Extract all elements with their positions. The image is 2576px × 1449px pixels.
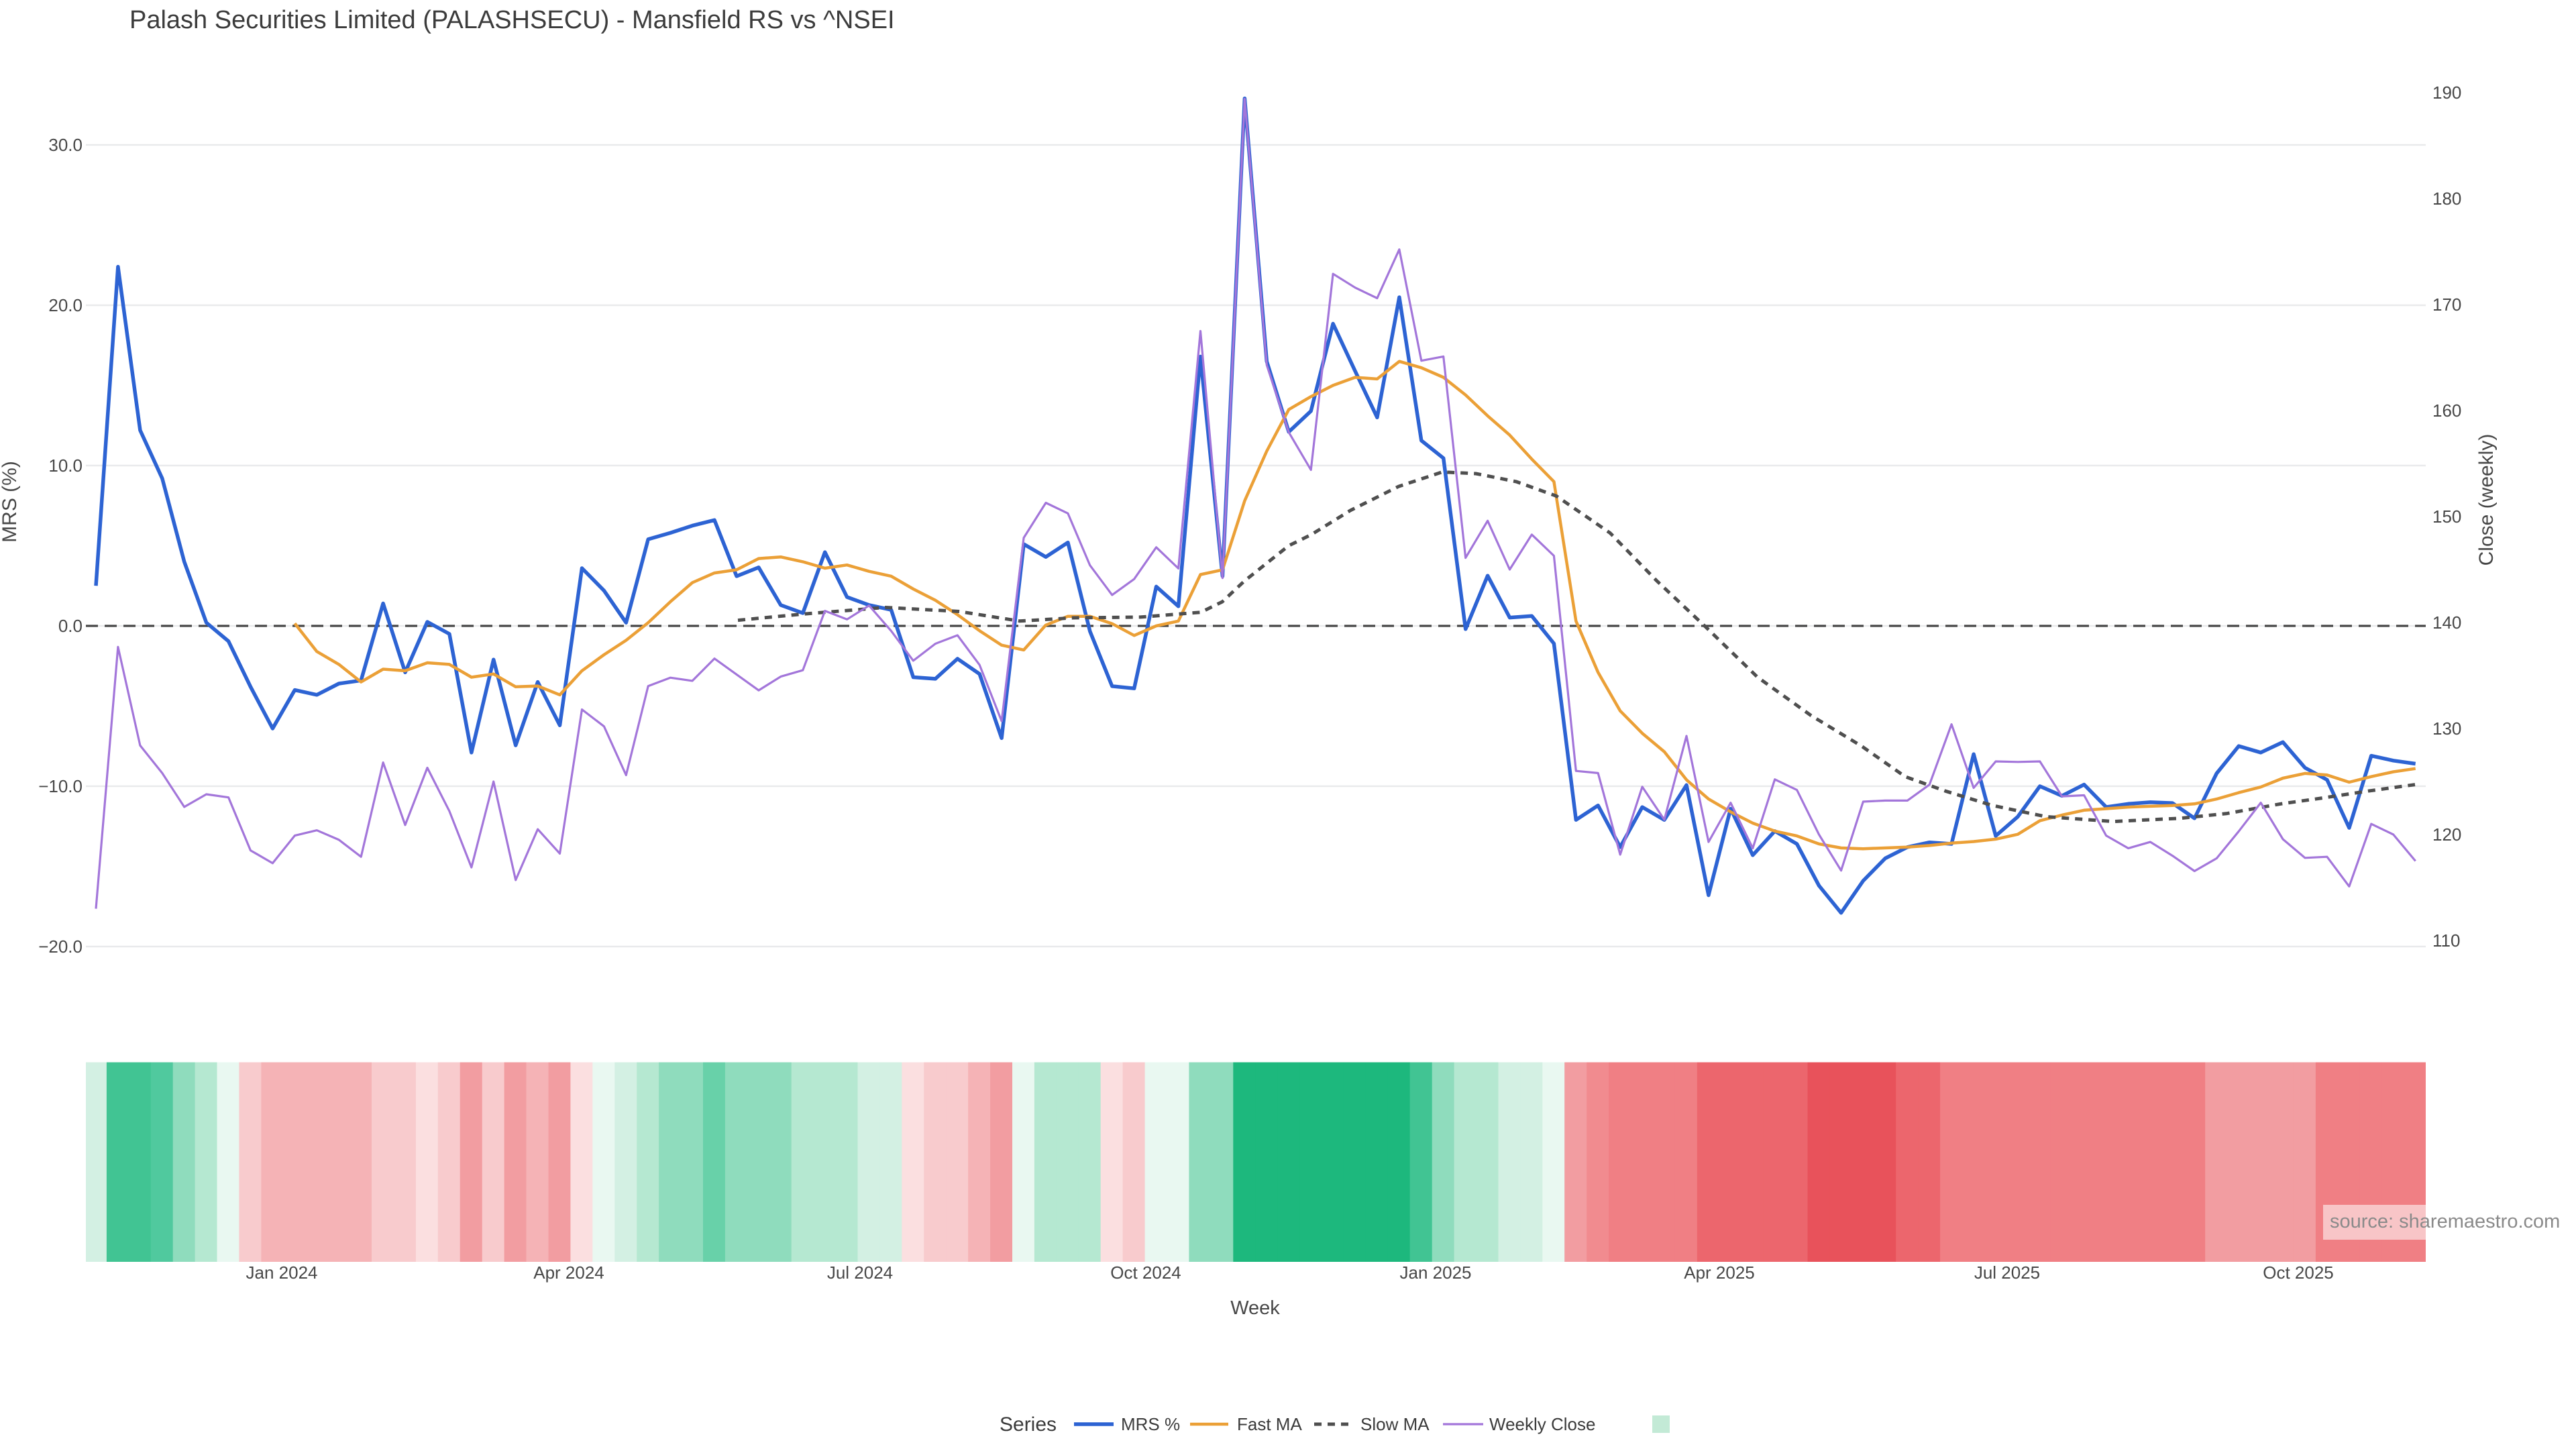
svg-text:Fast MA: Fast MA <box>1237 1414 1302 1434</box>
svg-text:Jul 2024: Jul 2024 <box>827 1263 893 1283</box>
svg-text:MRS %: MRS % <box>1121 1414 1180 1434</box>
svg-text:Jan 2024: Jan 2024 <box>246 1263 318 1283</box>
svg-text:Jul 2025: Jul 2025 <box>1974 1263 2040 1283</box>
svg-text:Oct 2024: Oct 2024 <box>1110 1263 1181 1283</box>
svg-text:−20.0: −20.0 <box>38 936 83 957</box>
svg-text:Weekly Close: Weekly Close <box>1489 1414 1595 1434</box>
svg-text:120: 120 <box>2432 824 2461 845</box>
svg-text:190: 190 <box>2432 83 2461 103</box>
svg-text:30.0: 30.0 <box>48 135 83 155</box>
svg-text:Slow MA: Slow MA <box>1360 1414 1430 1434</box>
svg-text:150: 150 <box>2432 506 2461 527</box>
svg-text:−10.0: −10.0 <box>38 776 83 796</box>
svg-text:Oct 2025: Oct 2025 <box>2263 1263 2334 1283</box>
svg-text:20.0: 20.0 <box>48 295 83 315</box>
svg-text:MRS (%): MRS (%) <box>0 461 21 543</box>
svg-text:170: 170 <box>2432 294 2461 315</box>
svg-text:source: sharemaestro.com: source: sharemaestro.com <box>2330 1211 2560 1232</box>
svg-text:Apr 2024: Apr 2024 <box>533 1263 604 1283</box>
svg-text:Series: Series <box>1000 1413 1057 1436</box>
svg-text:0.0: 0.0 <box>58 616 83 636</box>
svg-text:110: 110 <box>2432 930 2460 951</box>
svg-text:180: 180 <box>2432 189 2461 209</box>
svg-text:Close (weekly): Close (weekly) <box>2475 434 2498 566</box>
svg-text:140: 140 <box>2432 612 2461 633</box>
svg-text:Jan 2025: Jan 2025 <box>1400 1263 1472 1283</box>
svg-text:10.0: 10.0 <box>48 455 83 476</box>
svg-text:130: 130 <box>2432 718 2461 739</box>
svg-text:Palash Securities Limited (PAL: Palash Securities Limited (PALASHSECU) -… <box>129 6 895 34</box>
svg-text:160: 160 <box>2432 400 2461 421</box>
svg-text:Week: Week <box>1230 1297 1280 1319</box>
svg-text:Apr 2025: Apr 2025 <box>1684 1263 1755 1283</box>
